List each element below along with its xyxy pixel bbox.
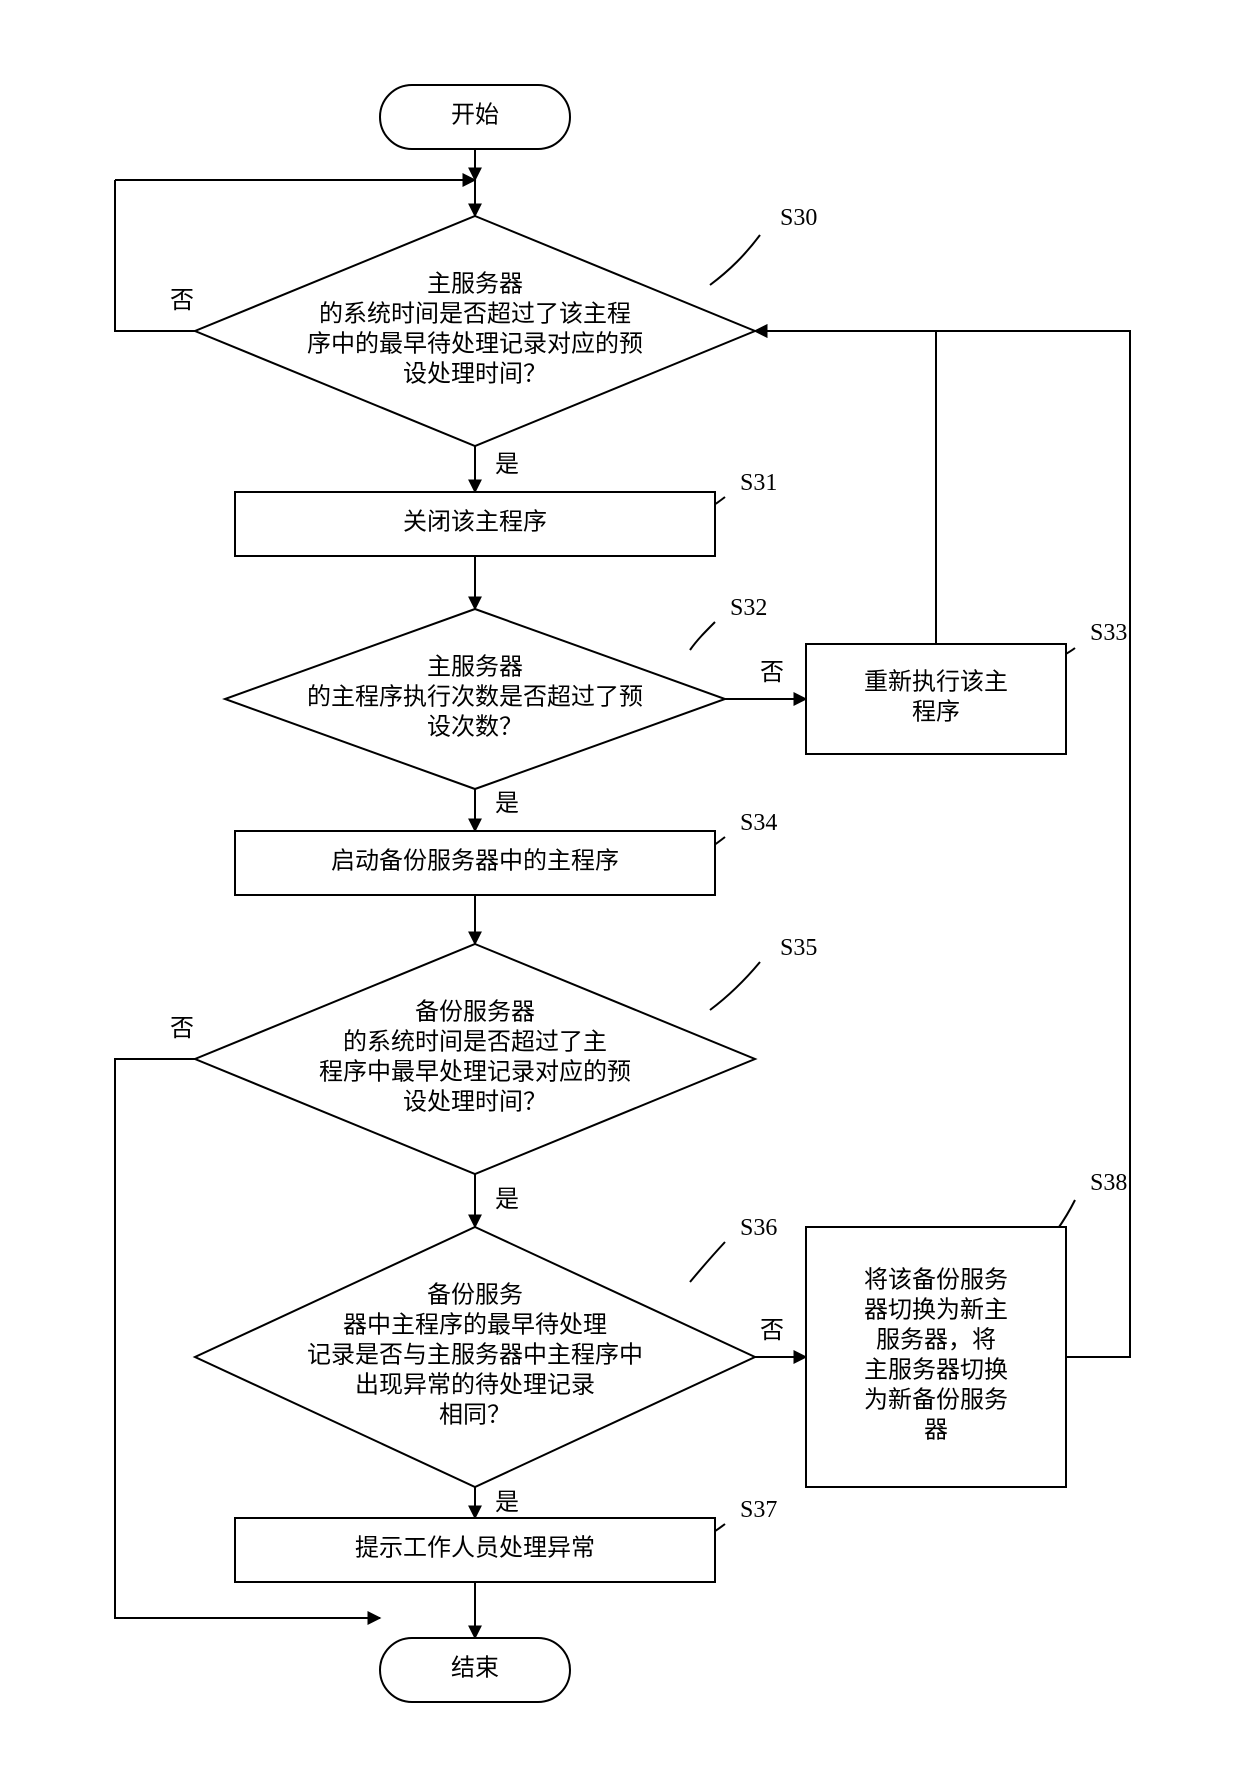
node-s32: 主服务器的主程序执行次数是否超过了预设次数？ (225, 609, 725, 789)
node-s31: 关闭该主程序 (235, 492, 715, 556)
label-leader (690, 622, 715, 650)
node-text: 序中的最早待处理记录对应的预 (307, 331, 643, 358)
label-leader (710, 235, 760, 285)
step-label: S36 (740, 1215, 777, 1241)
step-label: S33 (1090, 620, 1127, 646)
node-s36: 备份服务器中主程序的最早待处理记录是否与主服务器中主程序中出现异常的待处理记录相… (195, 1227, 755, 1487)
node-s37: 提示工作人员处理异常 (235, 1518, 715, 1582)
node-text: 启动备份服务器中的主程序 (331, 848, 619, 875)
node-text: 将该备份服务 (864, 1267, 1008, 1294)
node-text: 出现异常的待处理记录 (355, 1372, 595, 1399)
node-s34: 启动备份服务器中的主程序 (235, 831, 715, 895)
edge-label: 否 (760, 1318, 784, 1344)
node-text: 结束 (451, 1655, 499, 1682)
node-text: 开始 (451, 102, 499, 129)
node-end: 结束 (380, 1638, 570, 1702)
edge-label: 否 (760, 660, 784, 686)
edge-label: 是 (495, 452, 519, 478)
node-text: 的系统时间是否超过了该主程 (319, 301, 631, 328)
node-text: 程序 (912, 699, 960, 726)
node-text: 备份服务 (427, 1282, 523, 1309)
node-text: 设处理时间？ (403, 1089, 547, 1116)
node-text: 服务器，将 (876, 1327, 996, 1354)
step-label: S31 (740, 470, 777, 496)
node-text: 主服务器 (427, 271, 523, 298)
node-text: 为新备份服务 (864, 1387, 1008, 1414)
node-text: 器切换为新主 (864, 1297, 1008, 1324)
node-text: 关闭该主程序 (403, 509, 547, 536)
edge-label: 否 (170, 1016, 194, 1042)
node-text: 器 (924, 1418, 948, 1444)
step-label: S38 (1090, 1170, 1127, 1196)
node-start: 开始 (380, 85, 570, 149)
node-text: 的系统时间是否超过了主 (343, 1029, 607, 1056)
step-label: S32 (730, 595, 767, 621)
node-text: 设处理时间？ (403, 361, 547, 388)
flow-edge (755, 331, 936, 644)
node-text: 备份服务器 (415, 999, 535, 1026)
node-text: 重新执行该主 (864, 669, 1008, 696)
edge-label: 是 (495, 791, 519, 817)
edge-label: 是 (495, 1187, 519, 1213)
flowchart-canvas: 开始主服务器的系统时间是否超过了该主程序中的最早待处理记录对应的预设处理时间？关… (0, 0, 1240, 1787)
edge-label: 否 (170, 288, 194, 314)
node-text: 器中主程序的最早待处理 (343, 1312, 607, 1339)
node-text: 提示工作人员处理异常 (355, 1535, 595, 1562)
label-leader (1057, 1200, 1075, 1230)
node-text: 的主程序执行次数是否超过了预 (307, 684, 643, 711)
step-label: S35 (780, 935, 817, 961)
node-text: 主服务器 (427, 654, 523, 681)
step-label: S30 (780, 205, 817, 231)
label-leader (690, 1242, 725, 1282)
node-text: 主服务器切换 (864, 1357, 1008, 1384)
node-text: 设次数？ (427, 714, 523, 741)
node-text: 程序中最早处理记录对应的预 (319, 1059, 631, 1086)
step-label: S37 (740, 1497, 777, 1523)
label-leader (710, 962, 760, 1010)
node-s35: 备份服务器的系统时间是否超过了主程序中最早处理记录对应的预设处理时间？ (195, 944, 755, 1174)
node-text: 相同？ (439, 1402, 511, 1429)
step-label: S34 (740, 810, 777, 836)
node-s33: 重新执行该主程序 (806, 644, 1066, 754)
node-text: 记录是否与主服务器中主程序中 (307, 1342, 643, 1369)
edge-label: 是 (495, 1490, 519, 1516)
node-s38: 将该备份服务器切换为新主服务器，将主服务器切换为新备份服务器 (806, 1227, 1066, 1487)
node-s30: 主服务器的系统时间是否超过了该主程序中的最早待处理记录对应的预设处理时间？ (195, 216, 755, 446)
